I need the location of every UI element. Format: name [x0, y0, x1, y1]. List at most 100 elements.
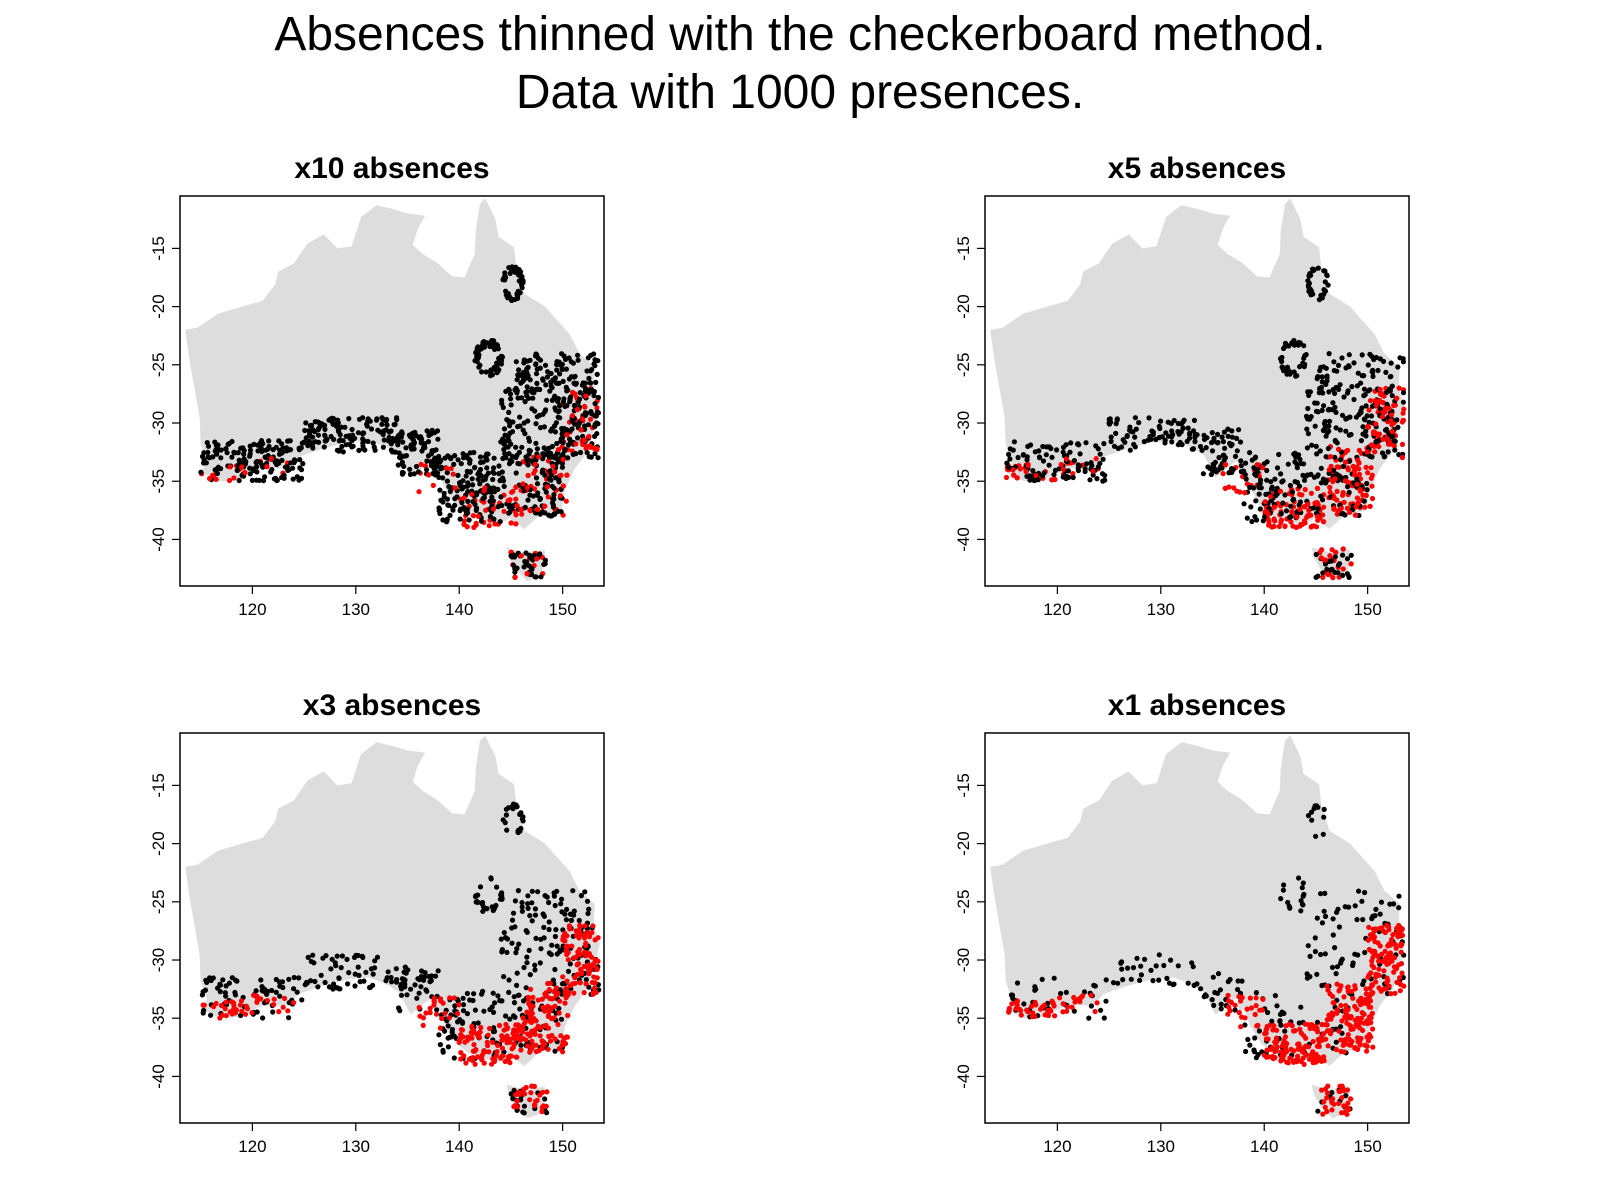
absence-point: [1290, 496, 1297, 502]
presence-point: [1314, 500, 1320, 506]
absence-point: [527, 492, 533, 498]
absence-point: [1378, 899, 1385, 905]
absence-point: [529, 389, 535, 395]
presence-point: [226, 477, 233, 484]
absence-point: [498, 361, 504, 367]
absence-point: [1216, 454, 1222, 461]
absence-point: [1362, 889, 1368, 896]
presence-point: [1322, 1086, 1329, 1092]
absence-point: [247, 471, 253, 477]
absence-point: [1083, 440, 1089, 446]
absence-point: [1300, 902, 1306, 908]
absence-point: [525, 893, 531, 899]
absence-point: [498, 892, 504, 898]
absence-point: [524, 457, 530, 463]
presence-point: [1225, 992, 1231, 999]
absence-point: [560, 440, 566, 446]
presence-point: [1322, 557, 1328, 563]
presence-point: [1032, 999, 1038, 1005]
presence-point: [577, 980, 583, 986]
presence-point: [1320, 574, 1326, 580]
presence-point: [1358, 1015, 1364, 1021]
absence-point: [257, 459, 263, 466]
absence-point: [1307, 287, 1313, 293]
presence-point: [1225, 998, 1232, 1004]
presence-point: [507, 1060, 513, 1066]
absence-point: [1020, 452, 1027, 458]
absence-point: [397, 454, 403, 461]
land-mainland: [185, 198, 600, 530]
absence-point: [554, 440, 560, 447]
absence-point: [336, 429, 342, 435]
absence-point: [552, 933, 558, 940]
absence-point: [591, 361, 597, 367]
absence-point: [1297, 364, 1303, 370]
presence-point: [1398, 949, 1404, 955]
absence-point: [1077, 451, 1083, 457]
presence-point: [1297, 1026, 1303, 1032]
presence-point: [1373, 971, 1379, 977]
absence-point: [501, 426, 508, 432]
presence-point: [456, 1002, 462, 1008]
absence-point: [1102, 472, 1108, 478]
absence-point: [552, 429, 558, 435]
absence-point: [260, 1015, 266, 1021]
presence-point: [522, 1091, 528, 1097]
absence-point: [432, 973, 439, 979]
absence-point: [479, 369, 485, 375]
presence-point: [1058, 462, 1064, 468]
presence-point: [527, 1097, 533, 1103]
absence-point: [1308, 809, 1315, 815]
absence-point: [525, 462, 531, 468]
absence-point: [569, 426, 575, 432]
absence-point: [1343, 416, 1349, 422]
presence-point: [571, 990, 577, 996]
absence-point: [571, 402, 577, 409]
absence-point: [524, 358, 530, 364]
absence-point: [1169, 439, 1175, 445]
absence-point: [1380, 358, 1387, 364]
presence-point: [1242, 490, 1248, 496]
presence-point: [1357, 996, 1363, 1002]
presence-point: [564, 1034, 571, 1040]
absence-point: [506, 418, 512, 424]
absence-point: [436, 1032, 442, 1038]
absence-point: [499, 469, 505, 475]
absence-point: [442, 1028, 448, 1034]
absence-point: [540, 376, 546, 382]
panel-x1-absences: x1 absences 120 130 140 150 -15 -20 -25 -30 -35 -4…: [945, 687, 1585, 1187]
absence-point: [1133, 426, 1139, 432]
absence-point: [1051, 472, 1057, 478]
presence-point: [1330, 993, 1336, 1000]
absence-point: [500, 478, 507, 484]
absence-point: [367, 418, 373, 424]
presence-point: [1291, 1059, 1297, 1065]
absence-point: [1087, 477, 1093, 483]
absence-point: [1397, 355, 1403, 361]
absence-point: [1257, 506, 1263, 512]
presence-point: [548, 1038, 554, 1044]
absence-point: [1336, 924, 1342, 930]
presence-point: [1399, 970, 1405, 976]
presence-point: [504, 1040, 510, 1046]
presence-point: [552, 469, 558, 475]
presence-point: [1373, 979, 1379, 985]
presence-point: [1334, 981, 1340, 987]
absence-point: [1115, 980, 1121, 986]
absence-point: [1340, 511, 1346, 517]
absence-point: [1322, 279, 1328, 285]
absence-point: [565, 442, 572, 448]
absence-point: [1325, 407, 1331, 413]
absence-point: [234, 467, 240, 473]
absence-point: [562, 448, 568, 454]
presence-point: [1222, 485, 1228, 491]
absence-point: [512, 569, 518, 575]
absence-point: [524, 929, 530, 935]
presence-point: [512, 574, 518, 580]
presence-point: [443, 465, 450, 471]
absence-point: [1106, 421, 1113, 427]
presence-point: [1266, 1022, 1273, 1029]
absence-point: [1279, 479, 1285, 485]
absence-point: [527, 913, 533, 919]
absence-point: [1319, 920, 1325, 926]
